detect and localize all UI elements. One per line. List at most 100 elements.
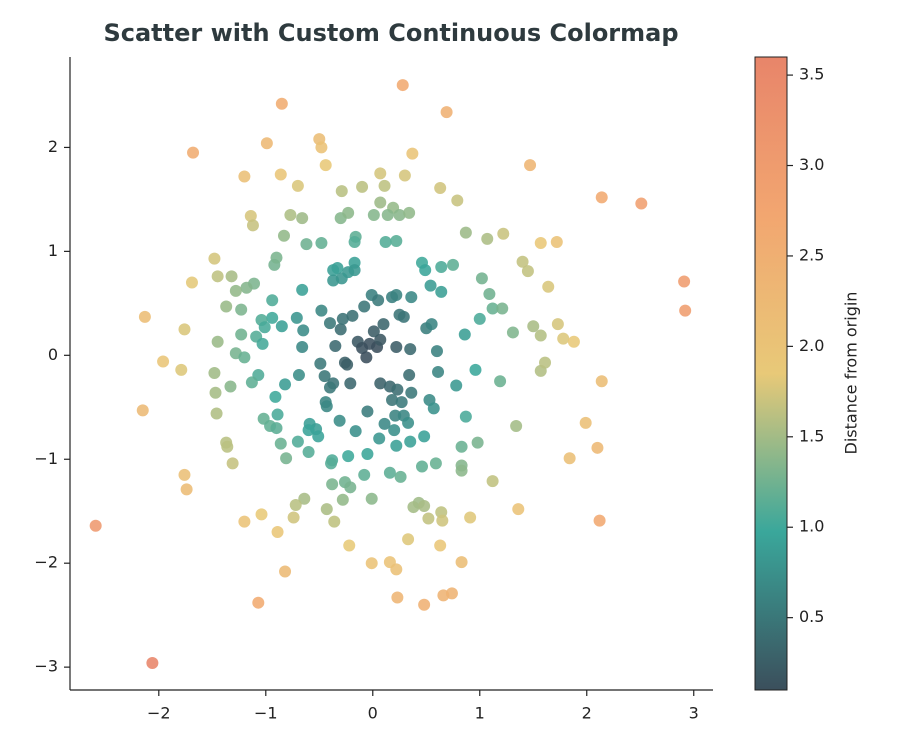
point	[296, 340, 309, 353]
point	[516, 255, 529, 268]
point	[291, 179, 304, 192]
point	[335, 185, 348, 198]
point	[595, 191, 608, 204]
point	[210, 407, 223, 420]
point	[238, 170, 251, 183]
point	[524, 159, 537, 172]
point	[402, 416, 415, 429]
point	[274, 168, 287, 181]
point	[395, 396, 408, 409]
point	[266, 311, 279, 324]
y-tick-label: −2	[34, 553, 58, 572]
point	[404, 343, 417, 356]
point	[297, 324, 310, 337]
point	[383, 466, 396, 479]
point	[557, 332, 570, 345]
point	[678, 275, 691, 288]
point	[266, 294, 279, 307]
point	[534, 237, 547, 250]
point	[302, 445, 315, 458]
point	[435, 260, 448, 273]
point	[434, 181, 447, 194]
point	[208, 252, 221, 265]
point	[458, 328, 471, 341]
x-tick-label: 2	[582, 704, 592, 723]
point	[451, 194, 464, 207]
point	[178, 323, 191, 336]
point	[277, 229, 290, 242]
point	[406, 147, 419, 160]
point	[270, 422, 283, 435]
point	[226, 457, 239, 470]
point	[374, 196, 387, 209]
point	[187, 146, 200, 159]
point	[224, 380, 237, 393]
colorbar-tick-label: 3.0	[799, 155, 824, 174]
point	[284, 208, 297, 221]
point	[372, 294, 385, 307]
point	[539, 356, 552, 369]
point	[422, 512, 435, 525]
point	[374, 333, 387, 346]
point	[235, 328, 248, 341]
x-tick-label: 0	[368, 704, 378, 723]
point	[388, 424, 401, 437]
y-tick-label: 2	[48, 137, 58, 156]
point	[341, 358, 354, 371]
point	[365, 492, 378, 505]
point	[391, 383, 404, 396]
point	[455, 556, 468, 569]
point	[246, 219, 259, 232]
point	[521, 265, 534, 278]
x-tick-label: −2	[147, 704, 171, 723]
point	[238, 351, 251, 364]
point	[315, 304, 328, 317]
point	[459, 410, 472, 423]
point	[512, 503, 525, 516]
point	[418, 598, 431, 611]
point	[292, 369, 305, 382]
point	[483, 287, 496, 300]
point	[374, 377, 387, 390]
point	[269, 390, 282, 403]
point	[394, 470, 407, 483]
point	[391, 591, 404, 604]
point	[367, 208, 380, 221]
point	[398, 169, 411, 182]
point	[302, 424, 315, 437]
point	[386, 394, 399, 407]
point	[334, 323, 347, 336]
point	[256, 337, 269, 350]
point	[287, 511, 300, 524]
point	[342, 266, 355, 279]
x-tick-label: 3	[689, 704, 699, 723]
point	[510, 419, 523, 432]
point	[434, 539, 447, 552]
point	[450, 379, 463, 392]
point	[275, 320, 288, 333]
point	[567, 335, 580, 348]
point	[342, 206, 355, 219]
point	[89, 519, 102, 532]
point	[593, 514, 606, 527]
y-tick-label: −1	[34, 449, 58, 468]
colorbar-tick-label: 1.5	[799, 426, 824, 445]
point	[175, 363, 188, 376]
point	[275, 97, 288, 110]
point	[315, 141, 328, 154]
point	[289, 498, 302, 511]
point	[220, 300, 233, 313]
point	[407, 501, 420, 514]
point	[320, 503, 333, 516]
point	[397, 310, 410, 323]
point	[279, 378, 292, 391]
point	[404, 435, 417, 448]
point	[274, 437, 287, 450]
point	[319, 159, 332, 172]
point	[591, 441, 604, 454]
point	[396, 79, 409, 92]
point	[390, 563, 403, 576]
point	[146, 656, 159, 669]
point	[440, 106, 453, 119]
point	[445, 587, 458, 600]
